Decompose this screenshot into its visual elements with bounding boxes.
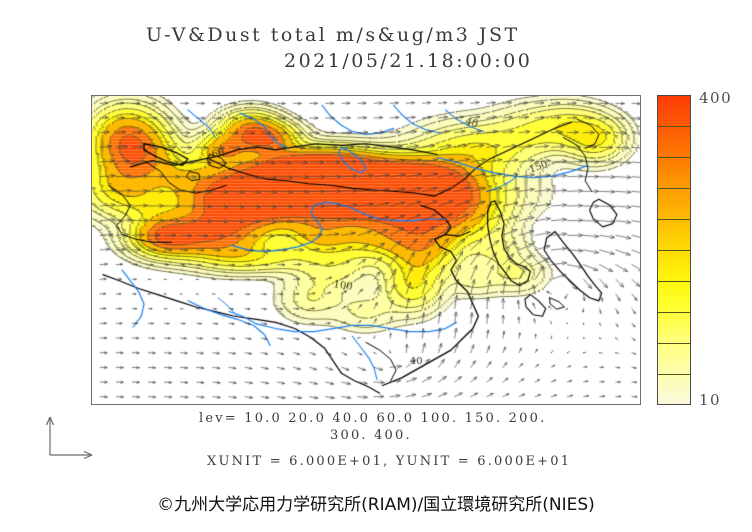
page-title-date: 2021/05/21.18:00:00	[284, 50, 533, 72]
map-plot-frame	[91, 95, 641, 405]
copyright-notice: ©九州大学応用力学研究所(RIAM)/国立環境研究所(NIES)	[157, 495, 595, 515]
wind-vector-scale-key	[45, 416, 93, 460]
colorbar-tick	[657, 281, 691, 282]
axis-units-line: XUNIT = 6.000E+01, YUNIT = 6.000E+01	[207, 454, 572, 469]
contour-levels-line-1: lev= 10.0 20.0 40.0 60.0 100. 150. 200.	[199, 411, 547, 426]
colorbar-max-label: 400	[699, 89, 733, 107]
colorbar-tick	[657, 157, 691, 158]
colorbar-tick	[657, 126, 691, 127]
colorbar-tick	[657, 250, 691, 251]
colorbar: 400 10	[657, 89, 731, 409]
contour-levels-line-2: 300. 400.	[330, 428, 412, 443]
colorbar-tick	[657, 219, 691, 220]
colorbar-tick	[657, 188, 691, 189]
colorbar-tick	[657, 374, 691, 375]
colorbar-min-label: 10	[699, 391, 722, 409]
page-title: U-V&Dust total m/s&ug/m3 JST	[146, 24, 520, 46]
colorbar-tick	[657, 343, 691, 344]
dust-concentration-map	[92, 96, 640, 404]
colorbar-tick	[657, 312, 691, 313]
